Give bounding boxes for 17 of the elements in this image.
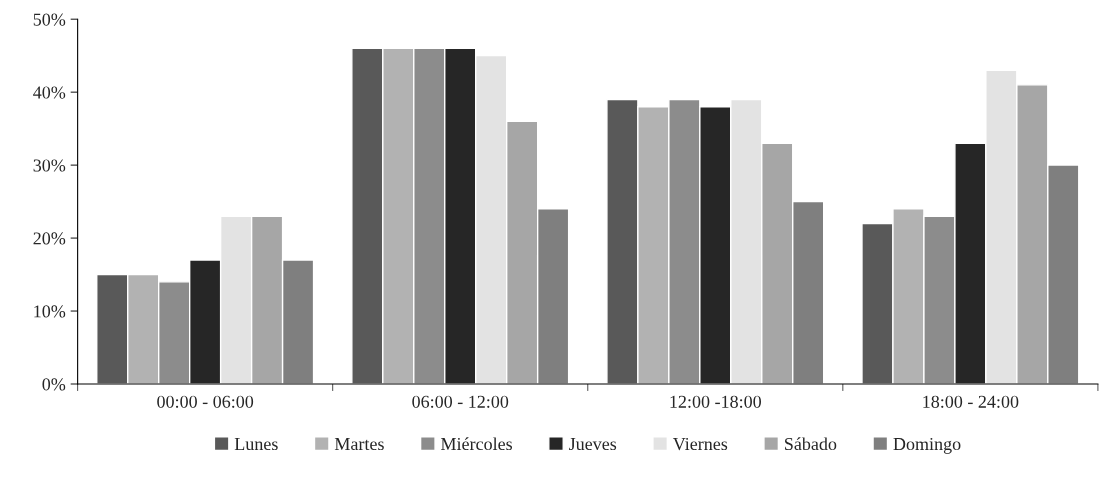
x-tick-label: 18:00 - 24:00 — [923, 395, 1019, 408]
y-tick-label: 50% — [33, 13, 66, 26]
y-tick-label: 40% — [33, 86, 66, 99]
y-tick-label: 10% — [34, 305, 66, 318]
y-tick-label: 30% — [33, 159, 66, 172]
legend-label: Sábado — [785, 437, 837, 451]
y-tick-label: 20% — [33, 232, 66, 245]
legend-label: Jueves — [569, 438, 617, 451]
legend-label: Martes — [334, 438, 384, 451]
x-tick-label: 12:00 -18:00 — [670, 395, 762, 408]
legend-label: Viernes — [672, 437, 728, 451]
y-tick-label: 0% — [42, 378, 66, 391]
x-tick-label: 00:00 - 06:00 — [157, 395, 254, 408]
legend-label: Miércoles — [440, 437, 513, 451]
legend-label: Lunes — [234, 438, 278, 451]
legend-label: Domingo — [893, 437, 961, 454]
x-tick-label: 06:00 - 12:00 — [412, 395, 509, 408]
